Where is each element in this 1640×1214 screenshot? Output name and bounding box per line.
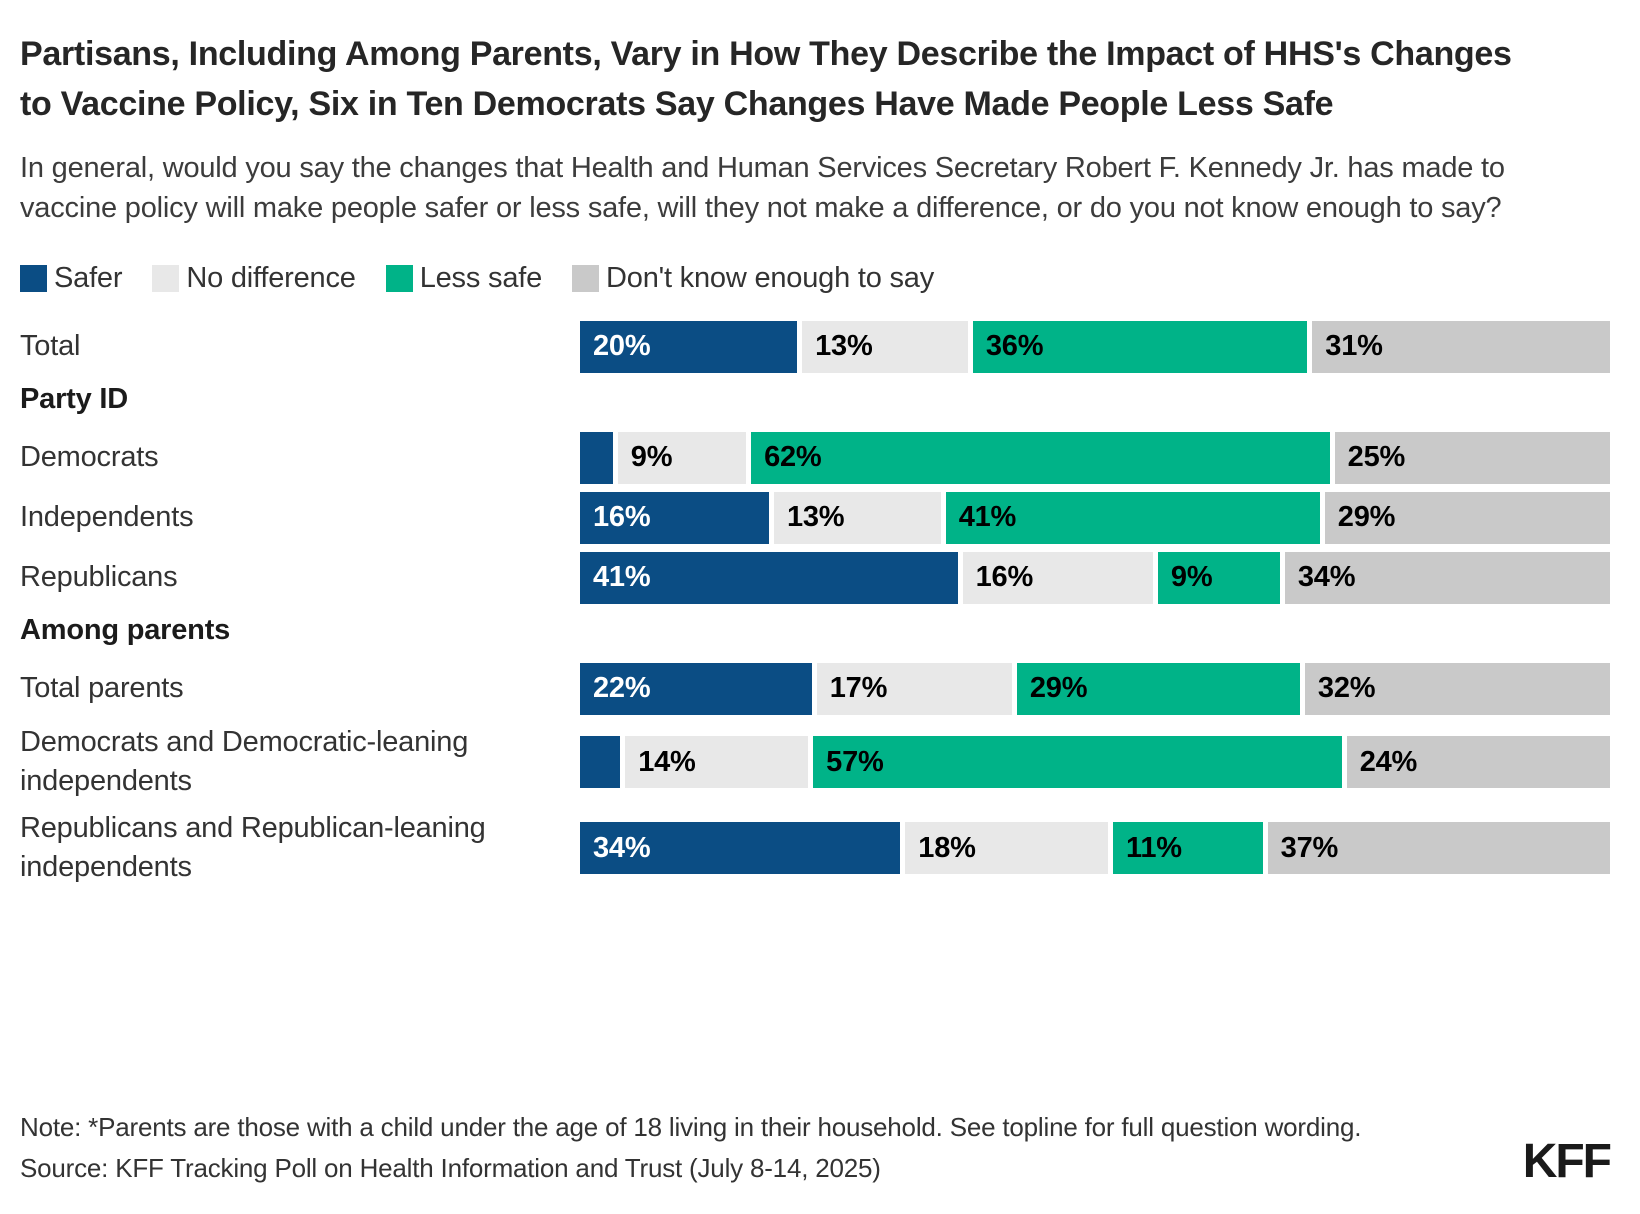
bar-segment-don-t-know-enough-to-say: 31%	[1312, 320, 1610, 373]
bar-segment-no-difference: 17%	[816, 662, 1012, 715]
chart-title: Partisans, Including Among Parents, Vary…	[20, 35, 1512, 123]
bar-value-label: 29%	[1337, 501, 1396, 534]
bar-segment-don-t-know-enough-to-say: 37%	[1267, 822, 1610, 875]
bar-segment-less-safe: 11%	[1113, 822, 1263, 875]
bar-value-label: 22%	[593, 672, 651, 705]
footer: Note: *Parents are those with a child un…	[20, 1112, 1361, 1184]
bar-segment-safer	[580, 431, 613, 484]
bar-segment-safer: 22%	[580, 662, 812, 715]
bar-segment-no-difference: 13%	[773, 491, 941, 544]
chart-row: Independents 16% 13% 41% 29%	[20, 491, 1640, 544]
bar-segment-don-t-know-enough-to-say: 32%	[1304, 662, 1610, 715]
bar-segment-safer: 41%	[580, 551, 958, 604]
kff-logo: KFF	[1522, 1135, 1612, 1188]
bar-segment-don-t-know-enough-to-say: 25%	[1334, 431, 1610, 484]
bar-value-label: 11%	[1126, 831, 1182, 864]
legend-label: Don't know enough to say	[606, 261, 935, 294]
bar-segment-no-difference: 13%	[802, 320, 968, 373]
bar-value-label: 57%	[826, 745, 884, 778]
bar-value-label: 17%	[829, 672, 888, 705]
bar-value-label: 13%	[786, 501, 845, 534]
bar-segment-no-difference: 14%	[625, 736, 809, 789]
row-label: Republicans and Republican-leaning indep…	[20, 812, 486, 884]
bar-value-label: 32%	[1317, 672, 1376, 705]
chart-rows: Total 20% 13% 36% 31% Party ID Democrats 9% 62% 2…	[20, 320, 1640, 888]
section-header: Among parents	[20, 613, 231, 646]
row-label: Democrats and Democratic-leaning indepen…	[20, 725, 469, 798]
section-header: Party ID	[20, 382, 128, 415]
bar-value-label: 36%	[985, 330, 1044, 363]
bar-stack: 9% 62% 25%	[580, 431, 1610, 484]
bar-value-label: 9%	[630, 441, 673, 474]
bar-value-label: 29%	[1029, 672, 1088, 705]
bar-segment-no-difference: 16%	[962, 551, 1153, 604]
bar-value-label: 25%	[1347, 441, 1406, 474]
bar-value-label: 16%	[975, 561, 1034, 594]
bar-value-label: 37%	[1280, 831, 1339, 864]
bar-segment-safer: 16%	[580, 491, 769, 544]
bar-segment-less-safe: 57%	[813, 736, 1342, 789]
row-label: Republicans	[20, 561, 178, 594]
bar-stack: 22% 17% 29% 32%	[580, 662, 1610, 715]
chart-row: Republicans 41% 16% 9% 34%	[20, 551, 1640, 604]
chart-row: Total parents 22% 17% 29% 32%	[20, 662, 1640, 715]
chart-row: Democrats 9% 62% 25%	[20, 431, 1640, 484]
footer-source: Source: KFF Tracking Poll on Health Info…	[20, 1153, 881, 1183]
bar-value-label: 14%	[638, 745, 696, 778]
bar-segment-less-safe: 9%	[1157, 551, 1280, 604]
bar-segment-don-t-know-enough-to-say: 24%	[1346, 736, 1611, 789]
footer-note: Note: *Parents are those with a child un…	[20, 1112, 1362, 1142]
bar-segment-less-safe: 62%	[751, 431, 1330, 484]
legend-swatch-icon	[572, 264, 600, 292]
bar-segment-no-difference: 18%	[905, 822, 1108, 875]
bar-segment-less-safe: 36%	[972, 320, 1308, 373]
chart-row: Democrats and Democratic-leaning indepen…	[20, 723, 1640, 801]
legend-item: No difference	[152, 261, 356, 295]
bar-stack: 34% 18% 11% 37%	[580, 822, 1610, 875]
legend-item: Less safe	[385, 261, 543, 295]
legend-label: Less safe	[419, 261, 543, 294]
bar-segment-less-safe: 29%	[1016, 662, 1300, 715]
legend-label: Safer	[54, 261, 123, 294]
bar-value-label: 16%	[593, 501, 651, 534]
bar-segment-don-t-know-enough-to-say: 29%	[1324, 491, 1610, 544]
row-label: Total parents	[20, 672, 184, 705]
bar-segment-don-t-know-enough-to-say: 34%	[1284, 551, 1610, 604]
legend-item: Safer	[20, 261, 123, 295]
row-label: Democrats	[20, 441, 159, 474]
row-label: Total	[20, 330, 81, 363]
legend-swatch-icon	[20, 264, 47, 292]
bar-value-label: 13%	[815, 330, 873, 363]
legend-item: Don't know enough to say	[572, 262, 934, 295]
bar-stack: 16% 13% 41% 29%	[580, 491, 1610, 544]
bar-value-label: 34%	[1297, 561, 1356, 594]
bar-stack: 41% 16% 9% 34%	[580, 551, 1610, 604]
bar-segment-safer	[580, 736, 621, 789]
legend-swatch-icon	[152, 264, 180, 292]
bar-stack: 14% 57% 24%	[580, 736, 1611, 789]
bar-value-label: 34%	[593, 831, 651, 864]
bar-value-label: 41%	[958, 501, 1017, 534]
bar-value-label: 41%	[593, 561, 651, 594]
legend-label: No difference	[186, 261, 356, 294]
chart-subtitle: In general, would you say the changes th…	[20, 151, 1505, 224]
bar-segment-safer: 34%	[580, 822, 901, 875]
bar-segment-no-difference: 9%	[617, 431, 747, 484]
bar-value-label: 24%	[1359, 745, 1418, 778]
bar-segment-less-safe: 41%	[945, 491, 1320, 544]
bar-value-label: 20%	[593, 330, 651, 363]
legend-swatch-icon	[385, 264, 413, 292]
bar-value-label: 62%	[764, 441, 822, 474]
bar-value-label: 31%	[1325, 330, 1383, 363]
bar-stack: 20% 13% 36% 31%	[580, 320, 1610, 373]
chart-row: Republicans and Republican-leaning indep…	[20, 809, 1640, 887]
chart-row: Total 20% 13% 36% 31%	[20, 320, 1640, 373]
bar-value-label: 9%	[1170, 561, 1213, 594]
bar-segment-safer: 20%	[580, 320, 798, 373]
bar-value-label: 18%	[918, 831, 976, 864]
row-label: Independents	[20, 501, 194, 534]
legend: Safer No difference Less safe Don't know en…	[20, 262, 1620, 295]
